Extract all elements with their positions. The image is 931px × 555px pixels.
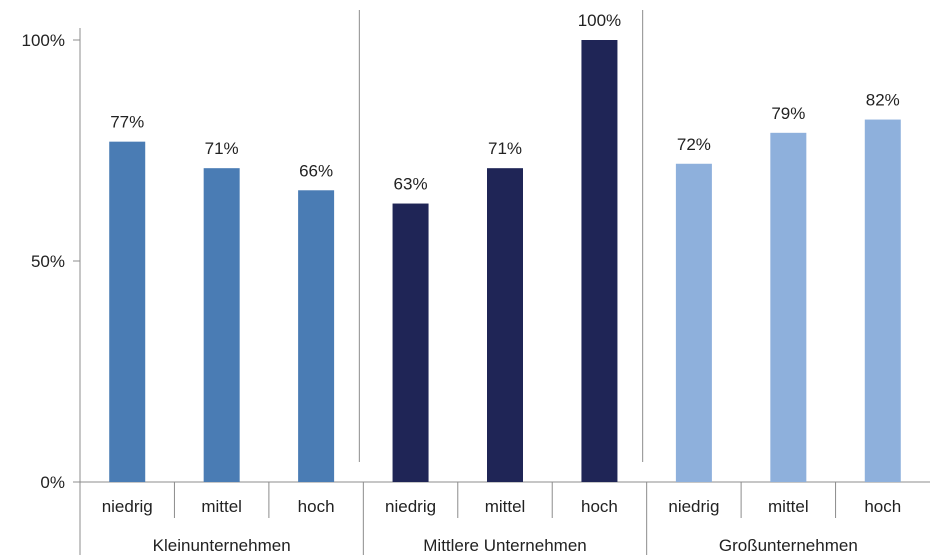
bar	[109, 141, 146, 482]
bar-value-label: 66%	[299, 161, 333, 180]
bar-value-label: 100%	[578, 11, 621, 30]
bar-value-label: 82%	[866, 91, 900, 110]
bars	[109, 40, 901, 483]
category-label: niedrig	[102, 497, 153, 516]
bar-value-label: 77%	[110, 113, 144, 132]
y-tick-label: 100%	[22, 31, 65, 50]
bar	[581, 40, 618, 482]
bar	[203, 168, 240, 482]
labels: 0% 50% 100% 77% niedrig 71% mittel 66% hoch 63% ni…	[22, 11, 902, 555]
group-label: Mittlere Unternehmen	[423, 536, 586, 555]
bar	[675, 163, 712, 482]
category-label: niedrig	[668, 497, 719, 516]
bar-value-label: 63%	[394, 175, 428, 194]
y-tick-label: 0%	[40, 473, 65, 492]
bar	[864, 119, 901, 482]
category-label: mittel	[201, 497, 242, 516]
bar-value-label: 71%	[488, 139, 522, 158]
category-label: hoch	[298, 497, 335, 516]
bar	[392, 203, 429, 483]
bar	[770, 132, 807, 482]
bar-value-label: 72%	[677, 135, 711, 154]
category-label: mittel	[485, 497, 526, 516]
bar-value-label: 71%	[205, 139, 239, 158]
category-label: mittel	[768, 497, 809, 516]
bar-value-label: 79%	[771, 104, 805, 123]
group-label: Kleinunternehmen	[153, 536, 291, 555]
group-label: Großunternehmen	[719, 536, 858, 555]
category-label: hoch	[581, 497, 618, 516]
bar	[487, 168, 523, 482]
category-label: niedrig	[385, 497, 436, 516]
bar	[298, 190, 335, 482]
y-tick-label: 50%	[31, 252, 65, 271]
category-label: hoch	[864, 497, 901, 516]
